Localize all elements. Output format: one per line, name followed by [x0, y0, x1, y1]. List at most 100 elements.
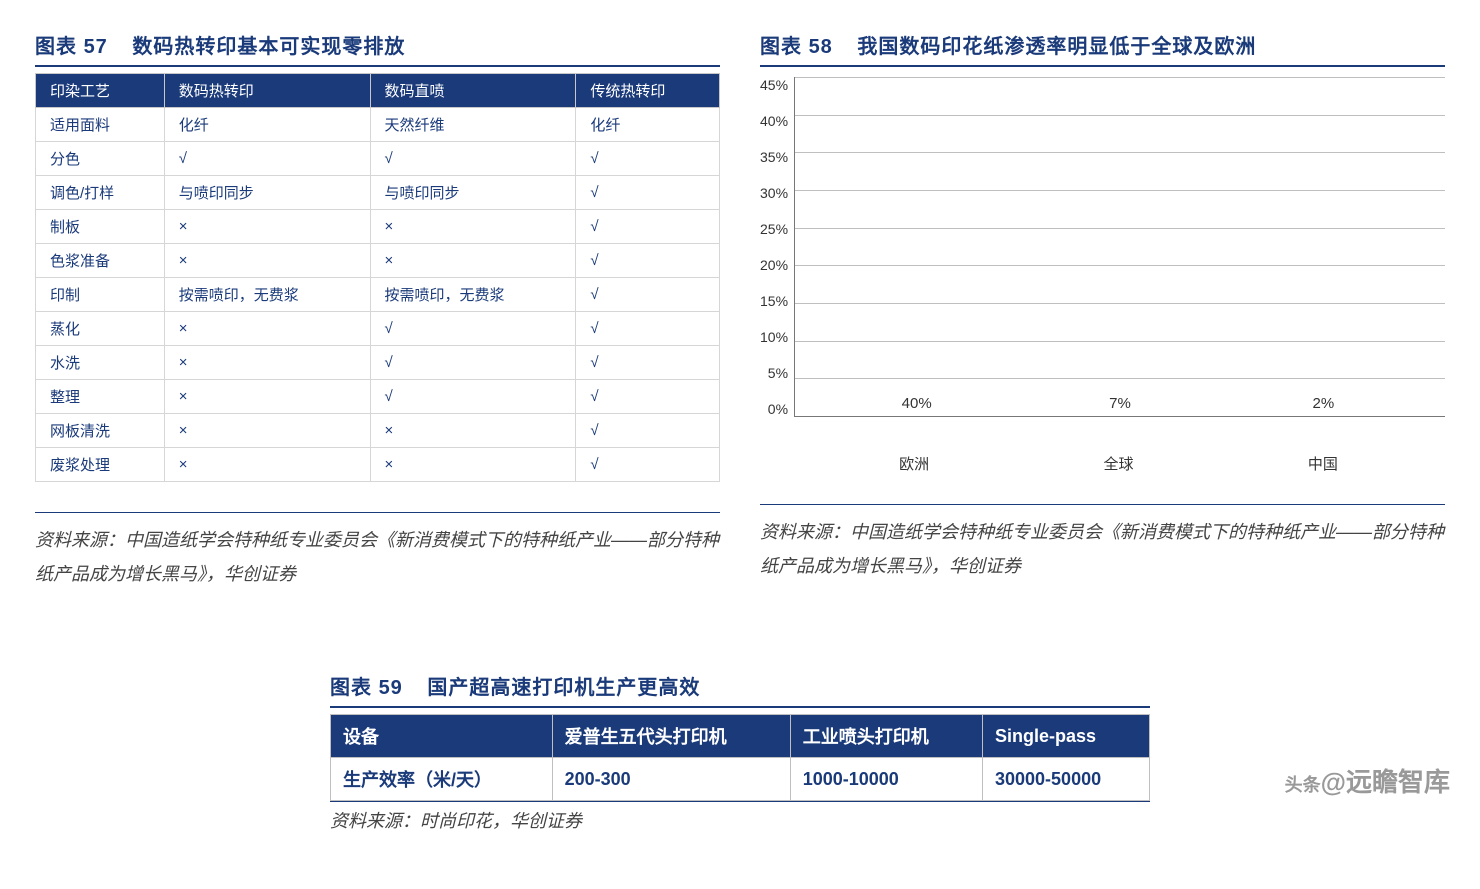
table-cell: √ [370, 312, 576, 346]
table-cell: 网板清洗 [36, 414, 165, 448]
y-tick-label: 35% [760, 149, 788, 165]
table-cell: 分色 [36, 142, 165, 176]
table-row: 整理×√√ [36, 380, 720, 414]
bar-column: 40% [815, 395, 1018, 416]
figure-58: 图表 58 我国数码印花纸渗透率明显低于全球及欧洲 45%40%35%30%25… [760, 30, 1445, 591]
column-header: 设备 [331, 715, 553, 758]
bar-value-label: 40% [902, 395, 932, 412]
grid-line [795, 190, 1445, 191]
table-cell: √ [576, 142, 720, 176]
table-row: 色浆准备××√ [36, 244, 720, 278]
table-cell: √ [576, 448, 720, 482]
table-cell: √ [370, 346, 576, 380]
fig-number: 59 [379, 677, 403, 699]
y-tick-label: 20% [760, 257, 788, 273]
y-tick-label: 10% [760, 329, 788, 345]
table-cell: × [370, 244, 576, 278]
table-cell: 印制 [36, 278, 165, 312]
column-header: Single-pass [983, 715, 1150, 758]
table-row: 分色√√√ [36, 142, 720, 176]
table-row: 废浆处理××√ [36, 448, 720, 482]
grid-line [795, 77, 1445, 78]
bar-column: 2% [1222, 395, 1425, 416]
x-tick-label: 欧洲 [812, 453, 1016, 474]
table-cell: √ [164, 142, 370, 176]
table-cell: × [164, 244, 370, 278]
y-tick-label: 40% [760, 113, 788, 129]
fig-number: 57 [84, 36, 108, 58]
grid-line [795, 378, 1445, 379]
table-cell: 天然纤维 [370, 108, 576, 142]
table-cell: 1000-10000 [790, 758, 982, 801]
table-cell: 与喷印同步 [370, 176, 576, 210]
table-cell: × [164, 312, 370, 346]
table-cell: 适用面料 [36, 108, 165, 142]
y-tick-label: 0% [768, 401, 788, 417]
table-cell: 色浆准备 [36, 244, 165, 278]
figure-58-source: 资料来源：中国造纸学会特种纸专业委员会《新消费模式下的特种纸产业——部分特种纸产… [760, 504, 1445, 583]
column-header: 印染工艺 [36, 74, 165, 108]
table-cell: × [164, 448, 370, 482]
bar-value-label: 7% [1109, 395, 1131, 412]
watermark-prefix: 头条 [1285, 775, 1321, 795]
plot-area: 40% 7% 2% [794, 77, 1445, 417]
table-cell: 按需喷印，无费浆 [164, 278, 370, 312]
table-cell: × [370, 414, 576, 448]
x-tick-label: 全球 [1016, 453, 1220, 474]
column-header: 传统热转印 [576, 74, 720, 108]
grid-line [795, 303, 1445, 304]
table-cell: × [164, 414, 370, 448]
table-row: 网板清洗××√ [36, 414, 720, 448]
table-cell: 化纤 [576, 108, 720, 142]
fig-caption: 数码热转印基本可实现零排放 [132, 36, 405, 58]
table-cell: 整理 [36, 380, 165, 414]
column-header: 爱普生五代头打印机 [552, 715, 790, 758]
figure-57-title: 图表 57 数码热转印基本可实现零排放 [35, 30, 720, 67]
figure-58-title: 图表 58 我国数码印花纸渗透率明显低于全球及欧洲 [760, 30, 1445, 67]
table-cell: × [370, 448, 576, 482]
table-cell: 制板 [36, 210, 165, 244]
watermark: 头条@远瞻智库 [1285, 762, 1450, 799]
table-row: 印制按需喷印，无费浆按需喷印，无费浆√ [36, 278, 720, 312]
table-row: 调色/打样与喷印同步与喷印同步√ [36, 176, 720, 210]
table-cell: 按需喷印，无费浆 [370, 278, 576, 312]
table-cell: × [164, 346, 370, 380]
y-tick-label: 30% [760, 185, 788, 201]
column-header: 工业喷头打印机 [790, 715, 982, 758]
grid-line [795, 341, 1445, 342]
table-cell: √ [576, 278, 720, 312]
table-row: 蒸化×√√ [36, 312, 720, 346]
x-tick-label: 中国 [1221, 453, 1425, 474]
table-cell: √ [576, 244, 720, 278]
bar-column: 7% [1018, 395, 1221, 416]
table-cell: 调色/打样 [36, 176, 165, 210]
table-cell: √ [576, 210, 720, 244]
figure-57: 图表 57 数码热转印基本可实现零排放 印染工艺数码热转印数码直喷传统热转印 适… [35, 30, 720, 591]
grid-line [795, 152, 1445, 153]
bar-value-label: 2% [1313, 395, 1335, 412]
table-row: 生产效率（米/天）200-3001000-1000030000-50000 [331, 758, 1150, 801]
column-header: 数码热转印 [164, 74, 370, 108]
fig-number: 58 [809, 36, 833, 58]
table-cell: 蒸化 [36, 312, 165, 346]
y-tick-label: 15% [760, 293, 788, 309]
bar-chart: 45%40%35%30%25%20%15%10%5%0% 40%7%2% [760, 77, 1445, 447]
table-57: 印染工艺数码热转印数码直喷传统热转印 适用面料化纤天然纤维化纤分色√√√调色/打… [35, 73, 720, 482]
table-row: 适用面料化纤天然纤维化纤 [36, 108, 720, 142]
figure-59-source: 资料来源：时尚印花，华创证券 [330, 801, 1150, 835]
table-row: 制板××√ [36, 210, 720, 244]
table-cell: √ [370, 142, 576, 176]
table-59: 设备爱普生五代头打印机工业喷头打印机Single-pass 生产效率（米/天）2… [330, 714, 1150, 801]
watermark-text: @远瞻智库 [1321, 767, 1450, 797]
table-cell: √ [576, 414, 720, 448]
table-cell: × [370, 210, 576, 244]
table-cell: 30000-50000 [983, 758, 1150, 801]
table-cell: 化纤 [164, 108, 370, 142]
figure-57-source: 资料来源：中国造纸学会特种纸专业委员会《新消费模式下的特种纸产业——部分特种纸产… [35, 512, 720, 591]
table-cell: 废浆处理 [36, 448, 165, 482]
table-cell: √ [576, 346, 720, 380]
y-axis: 45%40%35%30%25%20%15%10%5%0% [760, 77, 794, 417]
fig-tag: 图表 [330, 677, 372, 699]
table-cell: × [164, 380, 370, 414]
column-header: 数码直喷 [370, 74, 576, 108]
